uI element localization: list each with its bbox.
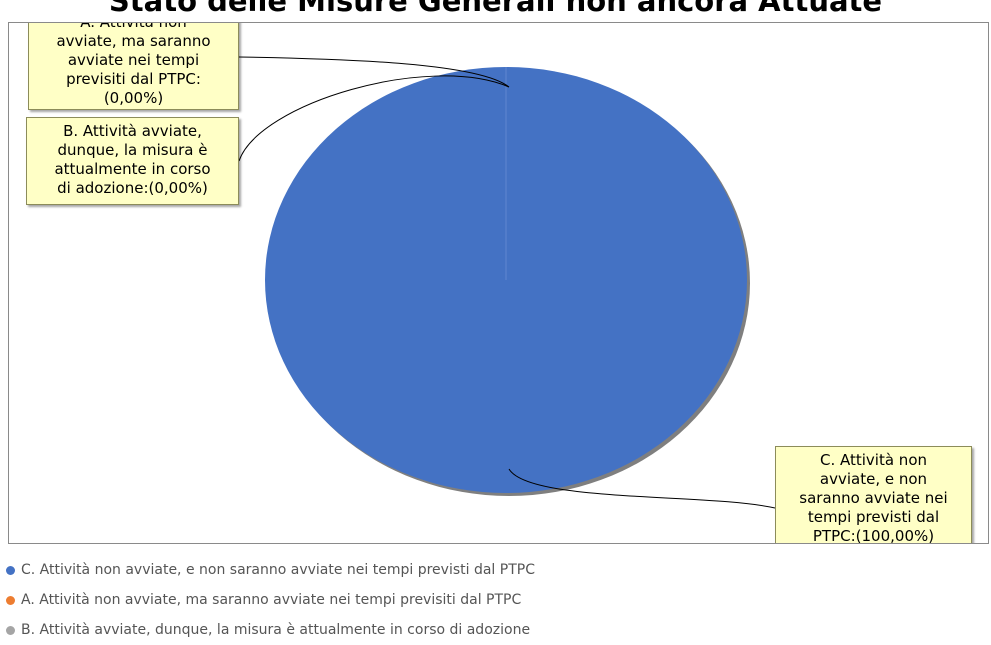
callout-c: C. Attività non avviate, e non saranno a… — [775, 446, 972, 544]
callout-b-line: attualmente in corso — [54, 160, 211, 178]
callout-a-line: A. Attività non — [80, 22, 187, 31]
leader-line-a — [238, 56, 510, 88]
callout-c-line: tempi previsti dal — [807, 508, 940, 526]
callout-c-line: PTPC:(100,00%) — [812, 527, 935, 544]
legend-label-c: C. Attività non avviate, e non saranno a… — [21, 562, 535, 578]
legend-marker-c — [6, 565, 15, 575]
legend-label-a: A. Attività non avviate, ma saranno avvi… — [21, 592, 522, 608]
callout-a: A. Attività non avviate, ma saranno avvi… — [28, 22, 239, 110]
plot-area: A. Attività non avviate, ma saranno avvi… — [8, 22, 989, 544]
callout-b-line: di adozione:(0,00%) — [57, 179, 208, 197]
legend-item-b[interactable]: B. Attività avviate, dunque, la misura è… — [6, 615, 535, 645]
chart-title: Stato delle Misure Generali non ancora A… — [108, 0, 883, 18]
callout-b-line: dunque, la misura è — [57, 141, 208, 159]
callout-b-line: B. Attività avviate, — [63, 122, 202, 140]
callout-c-line: C. Attività non — [819, 451, 927, 469]
legend-item-a[interactable]: A. Attività non avviate, ma saranno avvi… — [6, 585, 535, 615]
callout-b: B. Attività avviate, dunque, la misura è… — [26, 117, 239, 205]
legend-item-c[interactable]: C. Attività non avviate, e non saranno a… — [6, 555, 535, 585]
callout-c-line: saranno avviate nei — [799, 489, 948, 507]
legend-marker-a — [6, 595, 15, 605]
legend-marker-b — [6, 625, 15, 635]
callout-c-line: avviate, e non — [819, 470, 928, 488]
callout-a-line: avviate nei tempi — [67, 51, 200, 69]
leader-line-c — [508, 468, 776, 509]
legend: C. Attività non avviate, e non saranno a… — [6, 555, 535, 645]
callout-a-line: (0,00%) — [103, 89, 164, 107]
leader-line-b — [238, 75, 510, 162]
callout-a-line: avviate, ma saranno — [56, 32, 211, 50]
callout-a-line: previsiti dal PTPC: — [66, 70, 201, 88]
pie-chart — [238, 56, 776, 509]
legend-label-b: B. Attività avviate, dunque, la misura è… — [21, 622, 531, 638]
